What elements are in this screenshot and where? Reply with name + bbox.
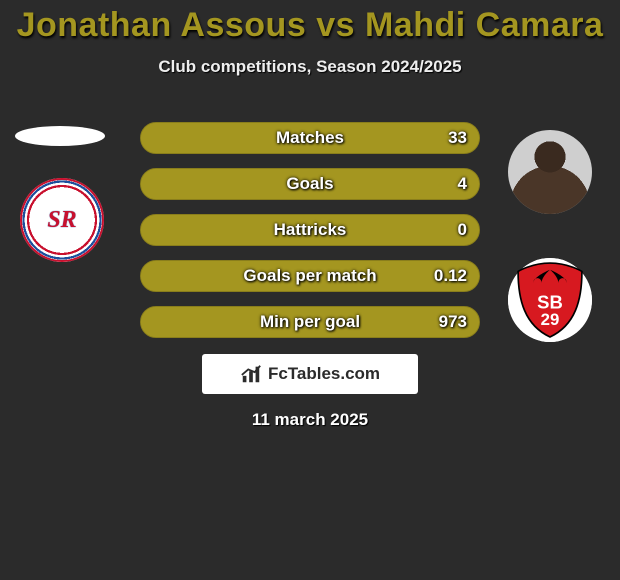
stat-row: Hattricks0 [140,214,480,246]
bar-chart-icon [240,363,262,385]
player2-silhouette [508,130,592,214]
subtitle: Club competitions, Season 2024/2025 [0,57,620,77]
stat-row: Goals per match0.12 [140,260,480,292]
vs-label: vs [316,6,355,44]
player2-photo [508,130,592,214]
player2-club-logo: SB 29 [508,258,592,342]
reims-logo-text: SR [47,207,76,234]
stat-bar-right [141,123,479,153]
date-label: 11 march 2025 [0,410,620,430]
h2h-chart: Matches33 Goals4 Hattricks0 Goals per match… [140,122,480,352]
stat-bar-right [141,169,479,199]
stat-bar-right [141,261,479,291]
brest-shield-icon: SB 29 [508,258,592,342]
stat-row: Goals4 [140,168,480,200]
svg-text:SB: SB [537,291,563,312]
brest-logo: SB 29 [508,258,592,342]
svg-text:29: 29 [541,310,560,329]
reims-logo: SR [20,178,104,262]
stat-row: Min per goal973 [140,306,480,338]
stat-row: Matches33 [140,122,480,154]
page-title: Jonathan Assous vs Mahdi Camara [0,0,620,45]
player1-photo [15,126,105,146]
player2-name: Mahdi Camara [365,6,603,44]
stat-bar-left [141,215,310,245]
source-badge: FcTables.com [202,354,418,394]
player1-club-logo: SR [20,178,104,262]
stat-bar-right [141,307,479,337]
player1-name: Jonathan Assous [17,6,307,44]
stat-bar-right [310,215,479,245]
source-label: FcTables.com [268,364,380,384]
